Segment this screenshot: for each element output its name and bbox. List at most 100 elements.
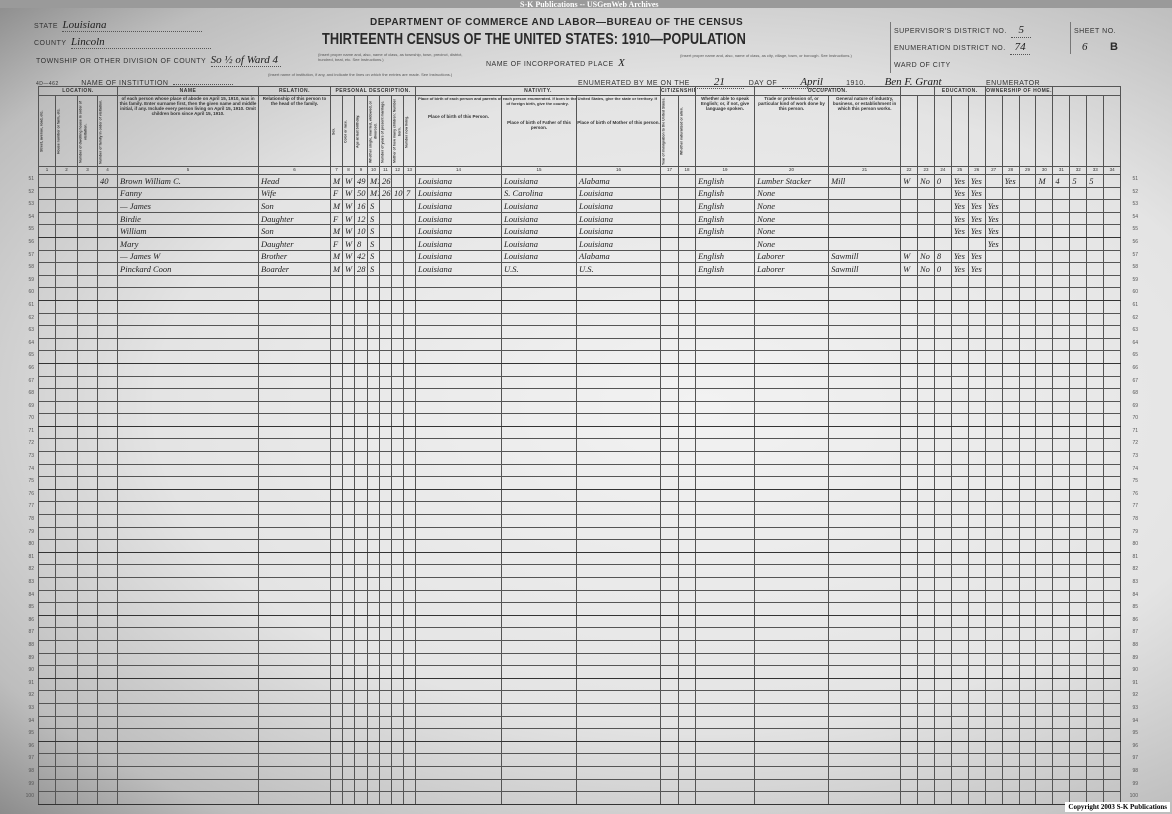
cell-col-4: [96, 400, 119, 415]
cell-col-18: [678, 488, 697, 503]
cell-col-33: [1086, 765, 1105, 780]
column-header-15: Place of birth of Father of this person.: [501, 95, 578, 167]
cell-col-20: [754, 702, 830, 717]
cell-col-13: [403, 337, 417, 352]
cell-col-11: [379, 236, 393, 251]
cell-col-30: [1035, 627, 1054, 641]
cell-col-33: [1086, 211, 1105, 226]
cell-col-7: [330, 740, 344, 755]
cell-col-14: [415, 463, 503, 478]
cell-col-12: [391, 665, 405, 679]
cell-col-11: [379, 488, 393, 503]
line-number: 77: [1132, 503, 1138, 509]
cell-col-3: [77, 765, 98, 780]
cell-col-24: [933, 665, 952, 679]
cell-col-12: [391, 652, 405, 667]
line-number: 80: [1132, 541, 1138, 547]
cell-col-24: 8: [933, 249, 952, 264]
cell-col-23: [917, 740, 935, 755]
cell-col-21: [828, 791, 902, 805]
empty-row: [38, 312, 1122, 327]
cell-col-1: [38, 627, 56, 641]
cell-col-2: [55, 488, 78, 503]
group-header: OCCUPATION.: [754, 86, 902, 96]
cell-col-22: [900, 740, 918, 755]
cell-col-16: [576, 728, 662, 742]
cell-col-25: [950, 728, 969, 742]
cell-col-29: [1018, 488, 1037, 503]
cell-col-18: [678, 702, 697, 717]
column-number: 10: [367, 166, 381, 175]
cell-col-33: [1086, 249, 1105, 264]
group-header: [695, 86, 756, 96]
line-number: 71: [28, 428, 34, 434]
cell-col-14: [415, 425, 503, 440]
cell-col-22: [900, 400, 918, 415]
cell-col-14: Louisiana: [415, 199, 503, 213]
cell-col-26: [967, 728, 986, 742]
cell-col-3: [77, 186, 98, 201]
cell-col-22: [900, 186, 918, 201]
incorporated-field: Name of incorporated place X: [486, 53, 625, 71]
cell-col-28: [1001, 753, 1020, 767]
cell-col-25: [950, 287, 969, 301]
column-number: 30: [1035, 166, 1054, 175]
cell-col-17: [660, 728, 680, 742]
cell-col-13: [403, 451, 417, 465]
cell-col-33: [1086, 186, 1105, 201]
cell-col-30: [1035, 702, 1054, 717]
cell-col-3: [77, 564, 98, 578]
cell-col-25: [950, 388, 969, 402]
cell-col-2: [55, 740, 78, 755]
cell-col-4: [96, 438, 119, 453]
state-label: State: [34, 23, 59, 30]
cell-col-15: [501, 350, 578, 364]
cell-col-28: [1001, 287, 1020, 301]
cell-col-6: [258, 299, 332, 314]
cell-col-8: [342, 362, 356, 377]
cell-col-26: [967, 438, 986, 453]
cell-col-32: [1069, 715, 1088, 730]
line-number: 90: [1132, 667, 1138, 673]
cell-col-2: [55, 753, 78, 767]
cell-col-6: [258, 350, 332, 364]
cell-col-17: [660, 325, 680, 339]
cell-col-11: [379, 514, 393, 528]
cell-col-12: [391, 312, 405, 327]
table-row: Mary Daughter F W 8 S Louisiana Louisiana Louisi…: [38, 236, 1122, 251]
cell-col-10: [367, 362, 381, 377]
cell-col-27: [984, 677, 1003, 692]
cell-col-8: [342, 728, 356, 742]
cell-col-27: [984, 602, 1003, 616]
cell-col-31: [1052, 677, 1071, 692]
cell-col-17: [660, 715, 680, 730]
column-header-13: Number now living.: [403, 95, 416, 167]
cell-col-21: [828, 236, 902, 251]
cell-col-21: [828, 514, 902, 528]
cell-col-8: W: [342, 236, 356, 251]
cell-col-17: [660, 312, 680, 327]
cell-col-30: [1035, 262, 1054, 276]
form-number: 4D—462: [36, 81, 59, 87]
cell-col-27: [984, 400, 1003, 415]
cell-col-28: [1001, 236, 1020, 251]
cell-col-16: [576, 299, 662, 314]
cell-col-20: [754, 413, 830, 427]
cell-col-6: [258, 677, 332, 692]
line-number: 55: [1132, 226, 1138, 232]
cell-col-7: [330, 362, 344, 377]
cell-col-30: [1035, 602, 1054, 616]
cell-col-1: [38, 639, 56, 654]
cell-col-26: Yes: [967, 186, 986, 201]
cell-col-2: [55, 174, 78, 188]
cell-col-8: [342, 526, 356, 541]
cell-col-3: [77, 728, 98, 742]
cell-col-2: [55, 350, 78, 364]
cell-col-6: [258, 362, 332, 377]
cell-col-27: [984, 778, 1003, 793]
cell-col-6: Son: [258, 199, 332, 213]
cell-col-8: [342, 488, 356, 503]
cell-col-29: [1018, 551, 1037, 566]
cell-col-24: [933, 438, 952, 453]
cell-col-34: [1103, 337, 1122, 352]
